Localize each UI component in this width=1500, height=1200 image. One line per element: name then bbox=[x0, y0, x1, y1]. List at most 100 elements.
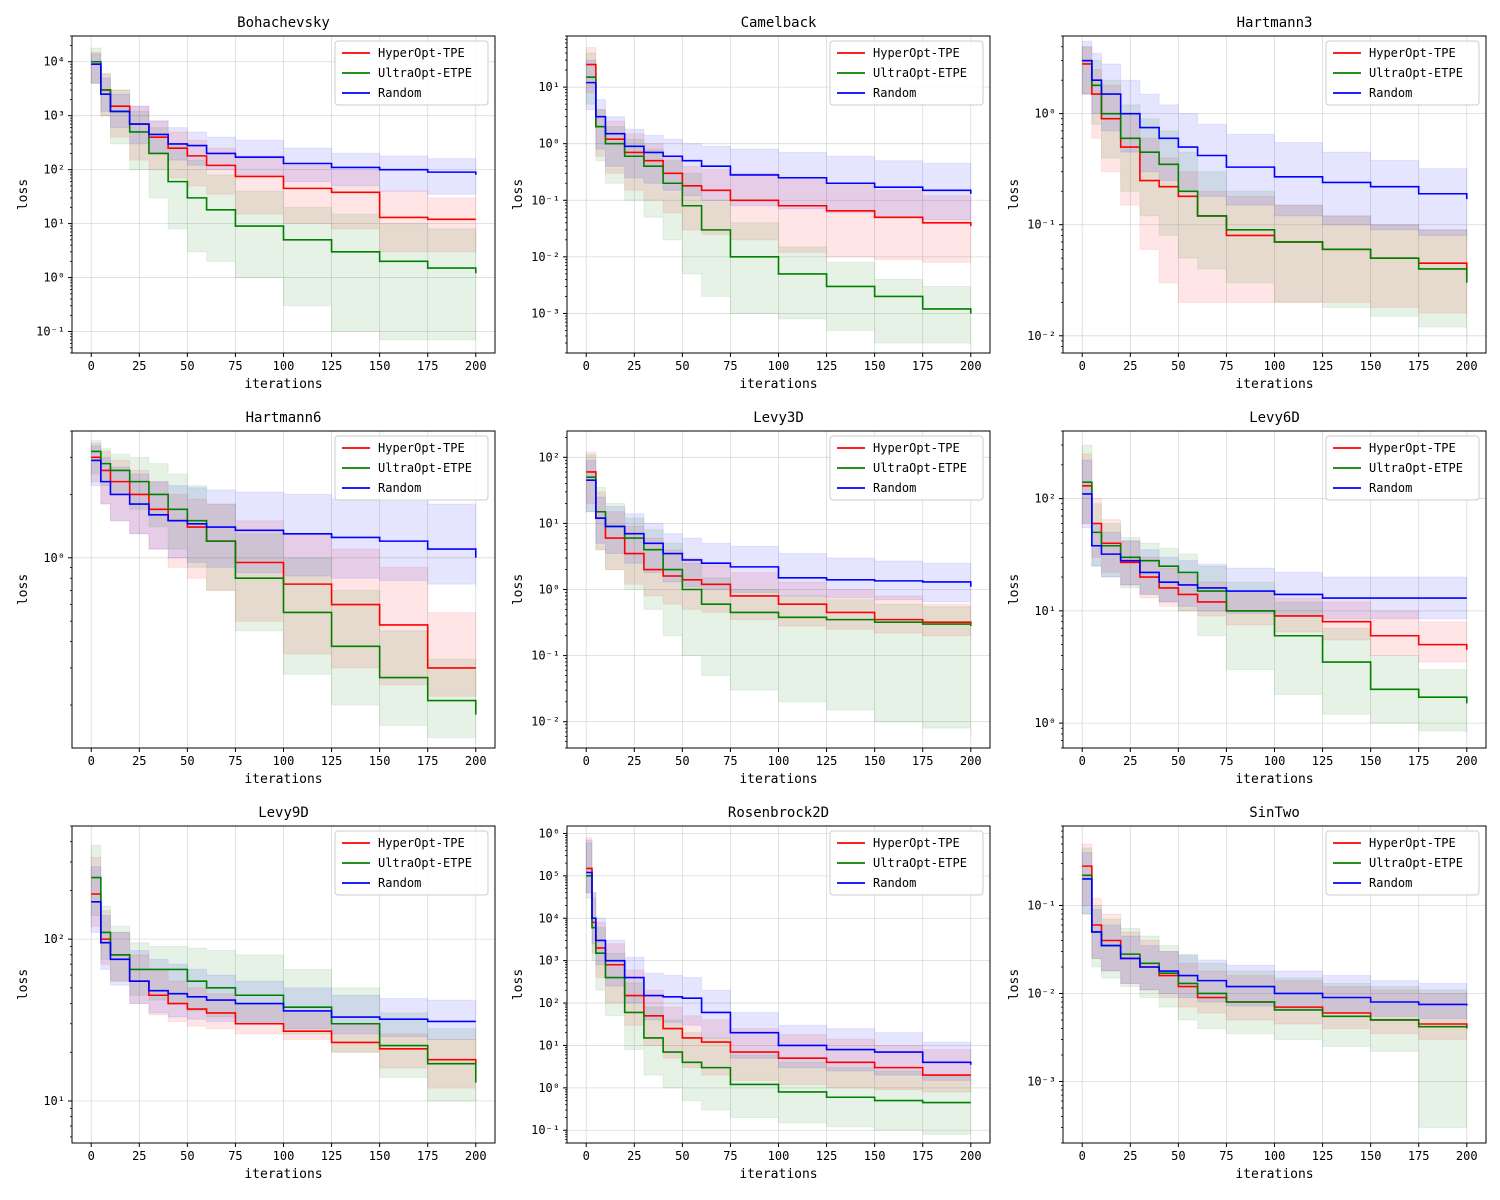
x-tick-label: 150 bbox=[864, 359, 886, 373]
x-tick-label: 25 bbox=[1123, 359, 1137, 373]
line-ultraopt-etpe bbox=[91, 450, 477, 715]
subplot-title: Levy6D bbox=[1249, 410, 1300, 426]
plot-area-bohachevsky bbox=[90, 47, 477, 341]
x-axis-camelback: 0 25 50 75 100 125 150 175 200 bbox=[583, 353, 982, 373]
x-axis-label: iterations bbox=[244, 377, 322, 392]
x-tick-label: 25 bbox=[1123, 1149, 1137, 1163]
y-axis-levy6d: 10⁰ 10¹ 10² bbox=[1034, 430, 1063, 749]
legend-box bbox=[334, 40, 489, 106]
y-tick-label: 10³ bbox=[538, 954, 560, 968]
legend-camelback: HyperOpt-TPE UltraOpt-ETPE Random bbox=[829, 40, 984, 106]
x-tick-label: 125 bbox=[321, 1149, 343, 1163]
x-axis-label: iterations bbox=[739, 772, 817, 787]
x-tick-label: 125 bbox=[321, 754, 343, 768]
y-axis-levy3d: 10⁻² 10⁻¹ 10⁰ 10¹ 10² bbox=[531, 437, 567, 749]
line-random bbox=[586, 81, 972, 194]
subplot-title: Levy3D bbox=[753, 410, 804, 426]
legend-label-ultraopt-etpe: UltraOpt-ETPE bbox=[873, 461, 967, 475]
y-axis-hartmann3: 10⁻² 10⁻¹ 10⁰ bbox=[1027, 35, 1063, 354]
line-ultraopt-etpe bbox=[586, 875, 971, 1104]
x-tick-label: 150 bbox=[864, 754, 886, 768]
subplot-sintwo: 0 25 50 75 100 125 150 175 200 10⁻³ 10⁻² 10⁻¹ SinTwo… bbox=[1007, 805, 1487, 1182]
legend-levy9d: HyperOpt-TPE UltraOpt-ETPE Random bbox=[334, 830, 489, 896]
plot-area-hartmann3 bbox=[1081, 40, 1468, 347]
y-tick-label: 10⁻¹ bbox=[531, 1123, 560, 1137]
legend-label-ultraopt-etpe: UltraOpt-ETPE bbox=[1369, 461, 1463, 475]
band-random bbox=[1081, 459, 1468, 620]
line-hyperopt-tpe bbox=[586, 471, 972, 625]
legend-sintwo: HyperOpt-TPE UltraOpt-ETPE Random bbox=[1325, 830, 1480, 896]
x-tick-label: 125 bbox=[816, 754, 838, 768]
line-random bbox=[91, 901, 476, 1023]
y-axis-rosenbrock2d: 10⁻¹ 10⁰ 10¹ 10² 10³ 10⁴ 10⁵ 10⁶ bbox=[531, 826, 567, 1144]
y-tick-label: 10⁻¹ bbox=[36, 325, 65, 339]
legend-label-random: Random bbox=[378, 481, 421, 495]
y-tick-label: 10⁰ bbox=[1034, 107, 1056, 121]
x-tick-label: 75 bbox=[228, 754, 242, 768]
legend-label-random: Random bbox=[873, 876, 916, 890]
x-tick-label: 200 bbox=[960, 1149, 982, 1163]
y-tick-label: 10⁴ bbox=[43, 55, 65, 69]
legend-label-random: Random bbox=[378, 86, 421, 100]
legend-label-random: Random bbox=[873, 86, 916, 100]
y-tick-label: 10¹ bbox=[43, 1094, 65, 1108]
x-tick-label: 25 bbox=[132, 359, 146, 373]
y-axis-label: loss bbox=[1007, 179, 1022, 210]
x-tick-label: 0 bbox=[583, 754, 590, 768]
x-tick-label: 175 bbox=[912, 754, 934, 768]
line-random bbox=[586, 479, 972, 587]
x-tick-label: 50 bbox=[1171, 359, 1185, 373]
y-tick-label: 10⁻³ bbox=[1027, 1074, 1056, 1088]
band-ultraopt-etpe bbox=[90, 844, 477, 1127]
band-ultraopt-etpe bbox=[90, 47, 477, 341]
y-axis-label: loss bbox=[511, 179, 526, 210]
x-tick-label: 150 bbox=[369, 754, 391, 768]
plot-area-sintwo bbox=[1081, 843, 1468, 1128]
y-axis-label: loss bbox=[16, 969, 31, 1000]
x-tick-label: 150 bbox=[864, 1149, 886, 1163]
x-tick-label: 125 bbox=[1312, 359, 1334, 373]
subplot-levy9d: 0 25 50 75 100 125 150 175 200 10¹ 10² Levy9D iterat… bbox=[16, 805, 496, 1182]
subplot-title: Levy9D bbox=[258, 805, 309, 821]
x-tick-label: 175 bbox=[417, 754, 439, 768]
legend-levy6d: HyperOpt-TPE UltraOpt-ETPE Random bbox=[1325, 435, 1480, 501]
x-axis-levy9d: 0 25 50 75 100 125 150 175 200 bbox=[88, 1143, 487, 1163]
subplot-hartmann3: 0 25 50 75 100 125 150 175 200 10⁻² 10⁻¹ 10⁰ Hartman… bbox=[1007, 15, 1487, 392]
legend-label-hyperopt-tpe: HyperOpt-TPE bbox=[873, 441, 960, 455]
x-tick-label: 50 bbox=[180, 359, 194, 373]
x-tick-label: 200 bbox=[465, 359, 487, 373]
legend-label-random: Random bbox=[1369, 481, 1412, 495]
x-tick-label: 75 bbox=[723, 359, 737, 373]
x-axis-label: iterations bbox=[739, 1167, 817, 1182]
legend-label-ultraopt-etpe: UltraOpt-ETPE bbox=[378, 66, 472, 80]
y-tick-label: 10⁰ bbox=[43, 551, 65, 565]
y-tick-label: 10¹ bbox=[1034, 604, 1056, 618]
x-tick-label: 75 bbox=[723, 1149, 737, 1163]
x-tick-label: 200 bbox=[465, 1149, 487, 1163]
y-axis-hartmann6: 10⁰ bbox=[43, 430, 72, 706]
x-tick-label: 0 bbox=[88, 754, 95, 768]
legend-hartmann6: HyperOpt-TPE UltraOpt-ETPE Random bbox=[334, 435, 489, 501]
y-tick-label: 10⁰ bbox=[1034, 716, 1056, 730]
subplot-levy6d: 0 25 50 75 100 125 150 175 200 10⁰ 10¹ 10² Levy6D ite… bbox=[1007, 410, 1487, 787]
legend-bohachevsky: HyperOpt-TPE UltraOpt-ETPE Random bbox=[334, 40, 489, 106]
y-axis-label: loss bbox=[511, 574, 526, 605]
x-tick-label: 25 bbox=[132, 1149, 146, 1163]
y-tick-label: 10³ bbox=[43, 109, 65, 123]
x-tick-label: 25 bbox=[627, 1149, 641, 1163]
legend-label-ultraopt-etpe: UltraOpt-ETPE bbox=[378, 856, 472, 870]
x-axis-rosenbrock2d: 0 25 50 75 100 125 150 175 200 bbox=[583, 1143, 982, 1163]
x-tick-label: 175 bbox=[1408, 1149, 1430, 1163]
y-axis-sintwo: 10⁻³ 10⁻² 10⁻¹ bbox=[1027, 825, 1063, 1144]
subplot-title: Bohachevsky bbox=[237, 15, 330, 31]
x-tick-label: 100 bbox=[1264, 1149, 1286, 1163]
y-axis-label: loss bbox=[1007, 969, 1022, 1000]
legend-label-hyperopt-tpe: HyperOpt-TPE bbox=[1369, 441, 1456, 455]
band-random bbox=[90, 445, 477, 588]
legend-label-hyperopt-tpe: HyperOpt-TPE bbox=[378, 836, 465, 850]
plot-area-levy3d bbox=[585, 451, 972, 737]
x-tick-label: 200 bbox=[465, 754, 487, 768]
legend-label-random: Random bbox=[1369, 876, 1412, 890]
legend-box bbox=[1325, 40, 1480, 106]
